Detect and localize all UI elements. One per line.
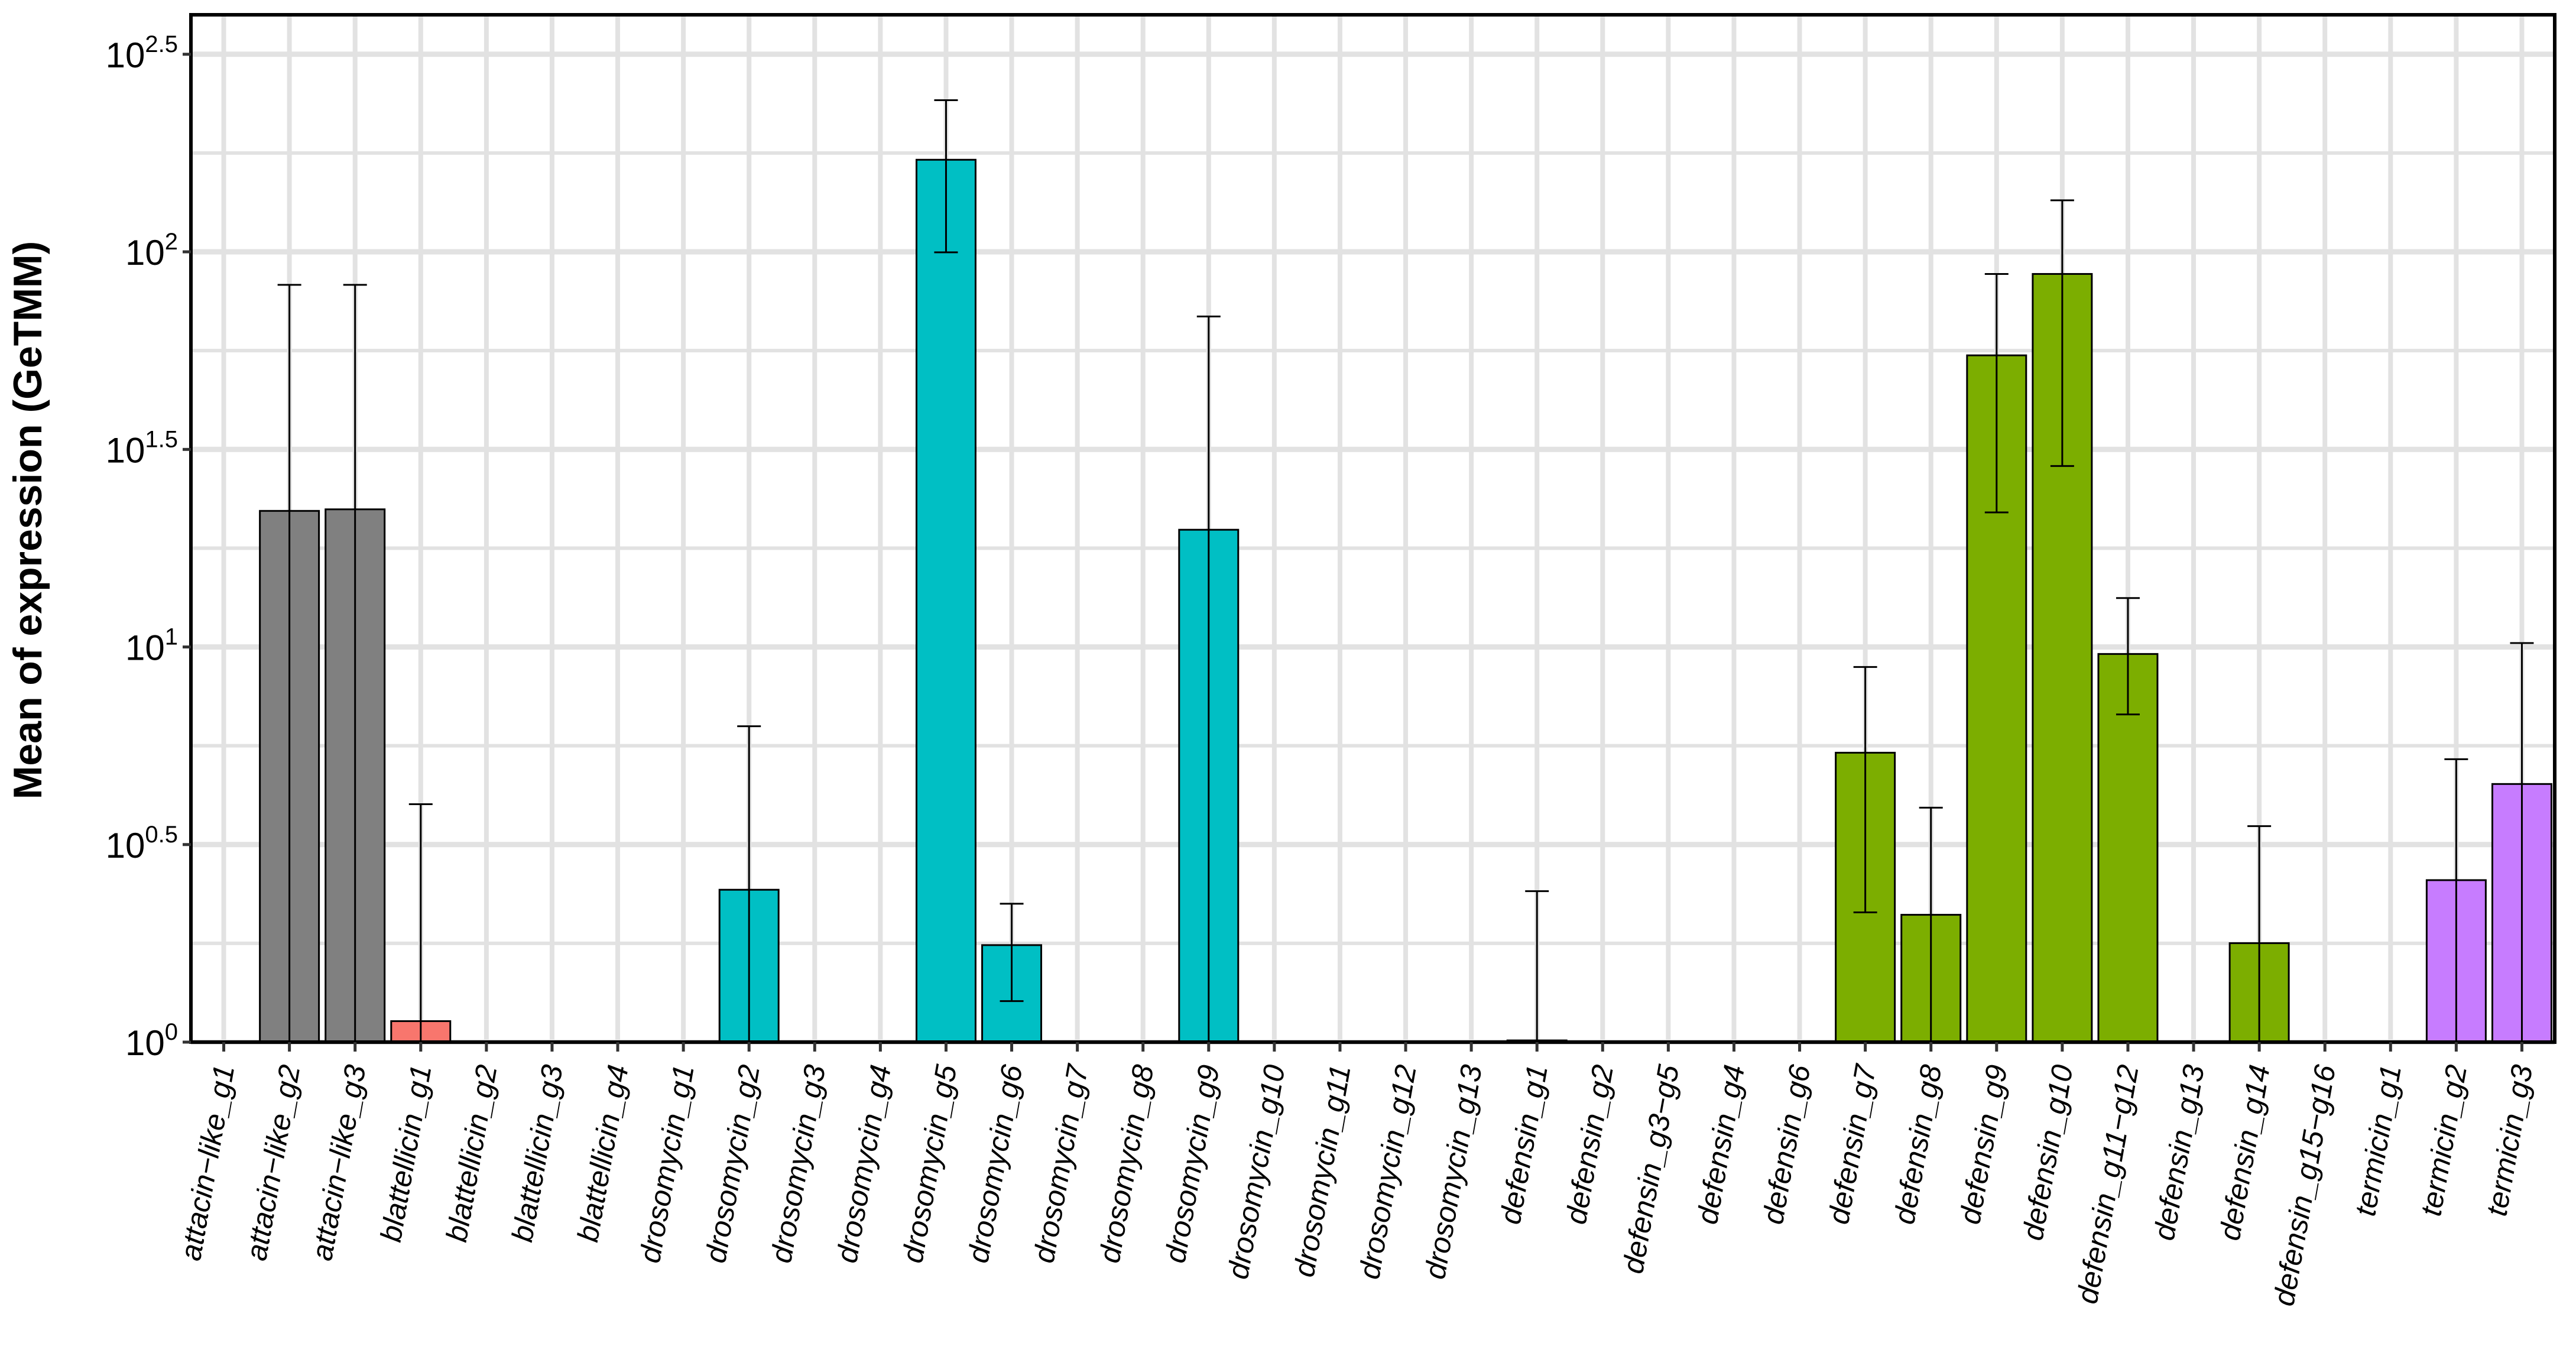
x-tick-label: attacin−like_g3	[305, 1062, 372, 1263]
x-tick-label: attacin−like_g1	[174, 1062, 241, 1263]
x-tick-label: drosomycin_g10	[1221, 1062, 1292, 1282]
x-tick-label: termicin_g2	[2414, 1062, 2473, 1218]
x-tick-label: drosomycin_g6	[961, 1062, 1029, 1266]
x-tick-label: blattellicin_g2	[440, 1062, 504, 1244]
x-tick-label: termicin_g3	[2480, 1062, 2539, 1218]
x-tick-label: termicin_g1	[2348, 1062, 2408, 1218]
x-tick-label: defensin_g8	[1887, 1062, 1948, 1227]
x-tick-label: drosomycin_g11	[1287, 1062, 1357, 1279]
x-tick-label: blattellicin_g1	[374, 1062, 438, 1244]
x-tick-label: defensin_g13	[2147, 1062, 2211, 1243]
x-tick-label: drosomycin_g4	[830, 1062, 897, 1266]
x-tick-label: drosomycin_g1	[633, 1062, 700, 1266]
y-axis-ticks: 100 100.5 101 101.5 102 102.5	[106, 31, 191, 1063]
x-tick-label: defensin_g2	[1559, 1062, 1620, 1227]
y-tick-label: 101	[125, 624, 178, 668]
x-tick-label: defensin_g1	[1494, 1062, 1554, 1227]
x-tick-label: blattellicin_g3	[505, 1062, 569, 1244]
x-tick-label: drosomycin_g12	[1352, 1062, 1423, 1282]
y-tick-label: 100	[125, 1019, 178, 1063]
x-tick-label: defensin_g4	[1691, 1062, 1751, 1227]
x-tick-label: drosomycin_g13	[1418, 1062, 1488, 1282]
bar	[915, 158, 976, 1043]
plot-border	[189, 13, 2556, 1044]
x-tick-label: drosomycin_g8	[1093, 1062, 1160, 1266]
x-tick-label: drosomycin_g2	[699, 1062, 766, 1266]
x-tick-label: defensin_g7	[1822, 1061, 1883, 1227]
y-tick-label: 100.5	[106, 822, 178, 865]
y-axis-title: Mean of expression (GeTMM)	[5, 241, 50, 800]
x-tick-label: defensin_g3−g5	[1616, 1062, 1685, 1276]
y-tick-label: 102.5	[106, 31, 178, 75]
x-tick-label: attacin−like_g2	[239, 1062, 306, 1263]
error-bars	[277, 99, 2534, 1042]
gridlines	[191, 15, 2555, 1045]
y-tick-label: 102	[125, 229, 178, 272]
x-tick-label: drosomycin_g5	[896, 1062, 963, 1266]
x-tick-label: defensin_g15−g16	[2267, 1062, 2342, 1309]
x-tick-label: drosomycin_g7	[1027, 1061, 1094, 1266]
x-tick-label: defensin_g6	[1756, 1062, 1816, 1227]
x-tick-label: defensin_g11−g12	[2071, 1062, 2145, 1306]
x-tick-label: blattellicin_g4	[571, 1062, 635, 1244]
y-tick-label: 101.5	[106, 426, 178, 470]
x-tick-label: defensin_g10	[2016, 1062, 2079, 1243]
x-axis-ticks: attacin−like_g1attacin−like_g2attacin−li…	[174, 1042, 2539, 1309]
x-tick-label: drosomycin_g9	[1159, 1062, 1226, 1266]
x-tick-label: drosomycin_g3	[764, 1062, 832, 1266]
x-tick-label: defensin_g9	[1953, 1062, 2013, 1227]
axes	[189, 13, 2556, 1044]
x-tick-label: defensin_g14	[2213, 1062, 2276, 1243]
